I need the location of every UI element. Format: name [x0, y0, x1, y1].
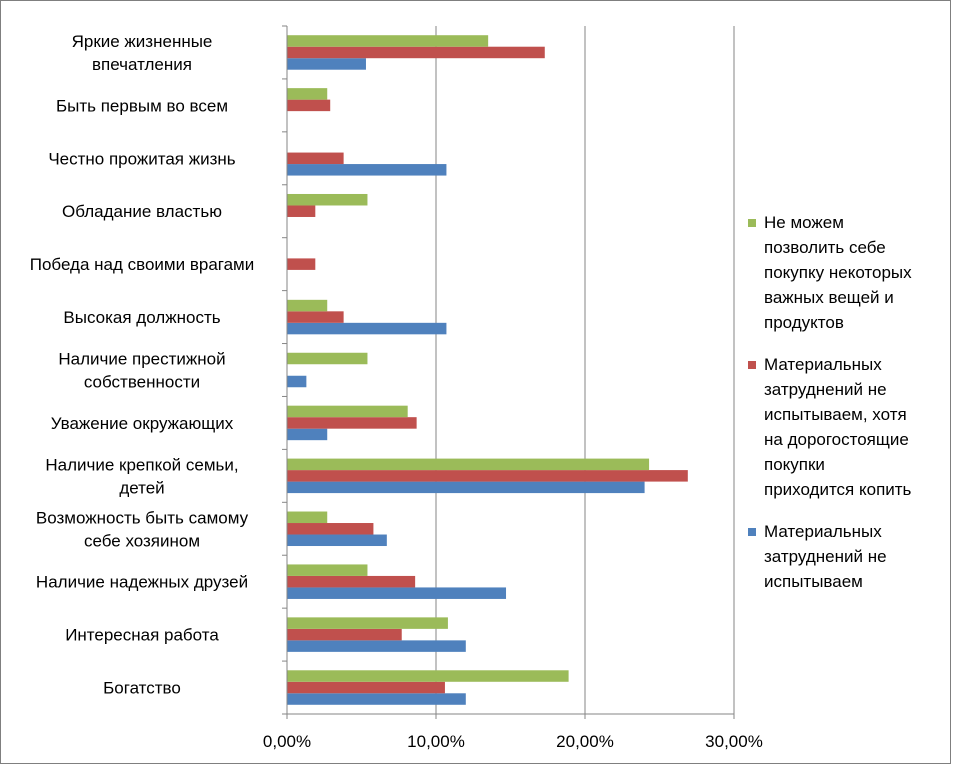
bar-1-5: [287, 481, 645, 494]
x-tick-label: 10,00%: [407, 732, 465, 751]
bar-3-6: [287, 405, 408, 418]
bar-2-1: [287, 681, 445, 694]
category-label: Победа над своими врагами: [30, 255, 255, 274]
bar-2-12: [287, 99, 331, 112]
bar-2-4: [287, 523, 374, 535]
category-label: Высокая должность: [63, 308, 220, 327]
bar-3-7: [287, 352, 368, 365]
legend-label-1: Материальных затруднений не испытываем: [764, 522, 887, 591]
bar-3-3: [287, 564, 368, 576]
category-label: Уважение окружающих: [51, 414, 234, 433]
x-tick-label: 0,00%: [263, 732, 311, 751]
bar-3-1: [287, 670, 569, 682]
category-label: Интересная работа: [65, 626, 219, 645]
bar-1-8: [287, 322, 447, 335]
bar-1-2: [287, 640, 466, 652]
category-label: Наличие надежных друзей: [36, 573, 248, 592]
bar-3-4: [287, 511, 328, 524]
bar-2-8: [287, 311, 344, 323]
legend-label-2: Материальных затруднений не испытываем, хо…: [764, 355, 912, 499]
category-label: Яркие жизненные впечатления: [72, 32, 213, 74]
bar-2-13: [287, 46, 545, 59]
bar-1-11: [287, 164, 447, 176]
legend-swatch-2: [748, 361, 756, 369]
category-label: Честно прожитая жизнь: [48, 149, 235, 168]
bar-1-1: [287, 693, 466, 705]
bar-1-7: [287, 375, 307, 388]
bar-3-2: [287, 617, 448, 629]
category-label: Обладание властью: [62, 202, 222, 221]
category-label: Наличие крепкой семьи, детей: [45, 455, 238, 497]
bar-2-3: [287, 575, 416, 588]
bar-2-10: [287, 205, 316, 217]
bar-3-13: [287, 35, 489, 47]
legend-swatch-1: [748, 528, 756, 536]
bar-1-3: [287, 587, 507, 599]
category-label: Возможность быть самому себе хозяином: [36, 508, 249, 550]
bar-3-10: [287, 193, 368, 206]
bar-2-2: [287, 628, 402, 641]
bar-1-6: [287, 428, 328, 441]
x-tick-label: 30,00%: [705, 732, 763, 751]
legend-label-3: Не можем позволить себе покупку некоторых в…: [764, 213, 912, 332]
bar-1-13: [287, 58, 366, 70]
bar-2-9: [287, 258, 316, 270]
legend-swatch-3: [748, 219, 756, 227]
category-label: Богатство: [103, 679, 181, 698]
category-label: Быть первым во всем: [56, 96, 228, 115]
bar-1-4: [287, 534, 387, 547]
bar-2-5: [287, 470, 688, 482]
bar-3-12: [287, 88, 328, 100]
bar-3-5: [287, 458, 650, 471]
bar-2-11: [287, 152, 344, 165]
bar-2-6: [287, 417, 417, 429]
x-tick-label: 20,00%: [556, 732, 614, 751]
category-label: Наличие престижной собственности: [58, 350, 225, 392]
bar-3-8: [287, 299, 328, 312]
